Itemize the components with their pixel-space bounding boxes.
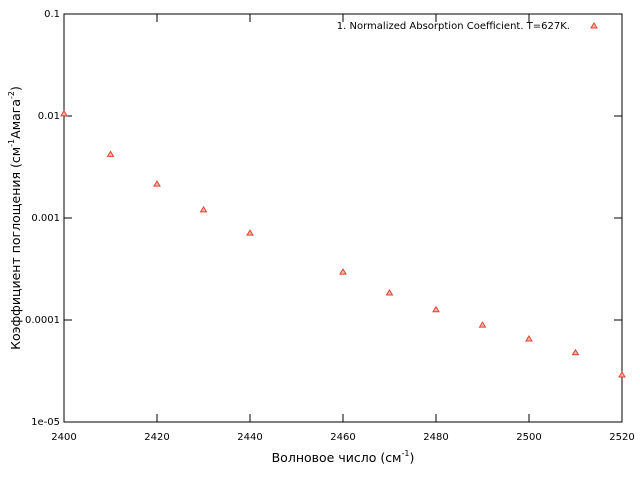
data-point bbox=[106, 150, 115, 157]
data-point bbox=[339, 268, 347, 275]
legend-marker bbox=[590, 22, 598, 29]
y-tick-label: 0.1 bbox=[44, 9, 60, 20]
data-point bbox=[618, 371, 626, 378]
x-tick-label: 2480 bbox=[423, 432, 448, 443]
x-tick-label: 2420 bbox=[144, 432, 169, 443]
y-tick-label: 0.001 bbox=[31, 213, 60, 224]
data-point bbox=[60, 109, 68, 117]
x-tick-label: 2400 bbox=[51, 432, 76, 443]
x-title-part: Волновое число (см bbox=[272, 450, 402, 465]
x-tick-label: 2520 bbox=[609, 432, 634, 443]
data-point bbox=[432, 305, 440, 313]
legend-label: 1. Normalized Absorption Coefficient. T=… bbox=[337, 21, 570, 32]
data-point bbox=[385, 289, 394, 296]
y-title-part: Коэффициент поглощения (см bbox=[8, 147, 23, 350]
y-title-sup: -1 bbox=[7, 139, 16, 147]
data-point bbox=[525, 334, 533, 342]
data-point bbox=[478, 321, 487, 328]
y-tick-label: 0.01 bbox=[38, 111, 60, 122]
y-tick-label: 0.0001 bbox=[25, 315, 60, 326]
x-title-sup: -1 bbox=[402, 449, 410, 458]
data-point bbox=[199, 205, 208, 213]
data-point bbox=[246, 229, 254, 236]
x-title-part: ) bbox=[409, 450, 414, 465]
y-title-sup: -2 bbox=[7, 91, 16, 99]
y-axis-title: Коэффициент поглощения (см-1Амага-2) bbox=[7, 86, 23, 350]
x-tick-label: 2460 bbox=[330, 432, 355, 443]
y-tick-label: 1e-05 bbox=[31, 417, 60, 428]
y-title-part: ) bbox=[8, 86, 23, 91]
plot-frame bbox=[63, 13, 623, 423]
x-tick-label: 2500 bbox=[516, 432, 541, 443]
y-title-part: Амага bbox=[8, 99, 23, 139]
x-axis-title: Волновое число (см-1) bbox=[272, 449, 415, 465]
data-point bbox=[153, 180, 161, 187]
x-tick-label: 2440 bbox=[237, 432, 262, 443]
data-point bbox=[571, 348, 580, 356]
